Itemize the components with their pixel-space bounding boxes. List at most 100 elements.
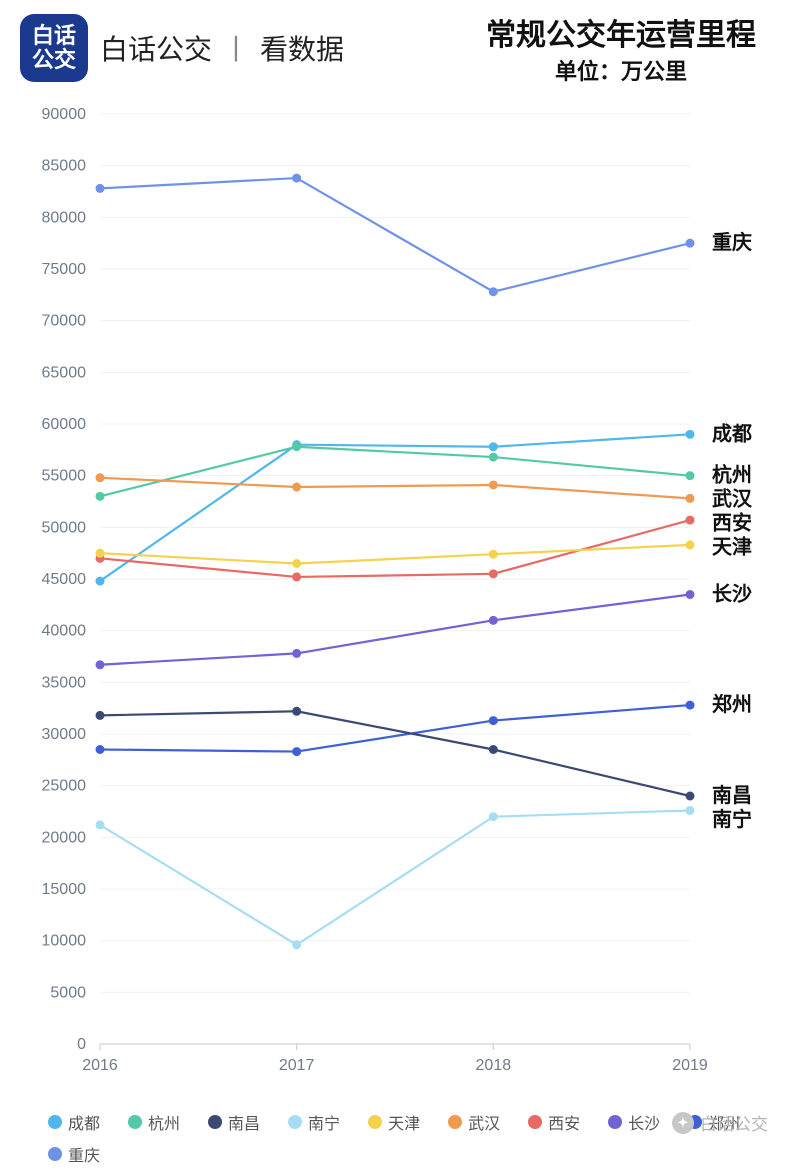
series-marker xyxy=(96,745,105,754)
series-marker xyxy=(686,471,695,480)
series-end-label: 南宁 xyxy=(712,807,752,831)
legend-item[interactable]: 杭州 xyxy=(128,1110,180,1134)
series-line xyxy=(100,705,690,752)
series-line xyxy=(100,810,690,944)
y-tick-label: 45000 xyxy=(42,571,87,588)
y-tick-label: 75000 xyxy=(42,261,87,278)
series-marker xyxy=(489,550,498,559)
series-end-label: 杭州 xyxy=(712,463,752,487)
series-marker xyxy=(96,660,105,669)
series-marker xyxy=(292,174,301,183)
legend-swatch xyxy=(528,1115,542,1129)
legend-item[interactable]: 长沙 xyxy=(608,1110,660,1134)
legend-item[interactable]: 南昌 xyxy=(208,1110,260,1134)
watermark-text: 白话公交 xyxy=(700,1110,768,1135)
series-marker xyxy=(489,569,498,578)
y-tick-label: 10000 xyxy=(42,933,87,950)
series-marker xyxy=(686,806,695,815)
series-end-label: 武汉 xyxy=(712,488,753,511)
legend-swatch xyxy=(288,1115,302,1129)
legend-swatch xyxy=(208,1115,222,1129)
series-marker xyxy=(489,812,498,821)
series-marker xyxy=(292,649,301,658)
series-line xyxy=(100,178,690,292)
line-chart: 0500010000150002000025000300003500040000… xyxy=(0,104,786,1104)
chart-area: 0500010000150002000025000300003500040000… xyxy=(0,104,786,1104)
legend-swatch xyxy=(48,1147,62,1161)
legend-item[interactable]: 南宁 xyxy=(288,1110,340,1134)
series-end-label: 长沙 xyxy=(712,583,752,606)
legend-item[interactable]: 西安 xyxy=(528,1110,580,1134)
x-tick-label: 2016 xyxy=(82,1057,118,1074)
wechat-icon: ✦ xyxy=(672,1112,694,1134)
series-marker xyxy=(292,747,301,756)
y-tick-label: 20000 xyxy=(42,829,87,846)
series-line xyxy=(100,447,690,497)
watermark: ✦ 白话公交 xyxy=(672,1110,768,1135)
legend-label: 重庆 xyxy=(68,1142,100,1166)
series-marker xyxy=(292,483,301,492)
series-line xyxy=(100,478,690,499)
series-marker xyxy=(96,577,105,586)
legend-swatch xyxy=(368,1115,382,1129)
series-marker xyxy=(292,940,301,949)
series-end-label: 成都 xyxy=(712,421,752,445)
brand-sep: 丨 xyxy=(222,28,250,68)
legend-label: 南宁 xyxy=(308,1110,340,1134)
legend-label: 西安 xyxy=(548,1110,580,1134)
y-tick-label: 55000 xyxy=(42,468,87,485)
series-marker xyxy=(489,453,498,462)
legend-swatch xyxy=(448,1115,462,1129)
brand-logo: 白话 公交 xyxy=(20,14,88,82)
series-line xyxy=(100,711,690,796)
series-marker xyxy=(292,572,301,581)
legend-swatch xyxy=(48,1115,62,1129)
series-marker xyxy=(489,480,498,489)
chart-title: 常规公交年运营里程 xyxy=(486,10,756,54)
legend-item[interactable]: 武汉 xyxy=(448,1110,500,1134)
legend-label: 成都 xyxy=(68,1110,100,1134)
legend-label: 天津 xyxy=(388,1110,420,1134)
series-marker xyxy=(96,492,105,501)
legend-item[interactable]: 天津 xyxy=(368,1110,420,1134)
legend: 成都杭州南昌南宁天津武汉西安长沙郑州重庆 xyxy=(0,1104,786,1176)
header: 白话 公交 白话公交 丨 看数据 常规公交年运营里程 单位：万公里 xyxy=(0,0,786,86)
y-tick-label: 90000 xyxy=(42,106,87,123)
series-end-label: 天津 xyxy=(712,536,752,559)
x-tick-label: 2018 xyxy=(476,1057,512,1074)
series-end-label: 重庆 xyxy=(712,230,752,254)
logo-line1: 白话 xyxy=(32,24,76,48)
series-marker xyxy=(96,549,105,558)
brand-left: 白话公交 xyxy=(100,28,212,68)
series-marker xyxy=(686,430,695,439)
brand-right: 看数据 xyxy=(260,28,344,68)
y-tick-label: 35000 xyxy=(42,674,87,691)
y-tick-label: 15000 xyxy=(42,881,87,898)
series-marker xyxy=(686,792,695,801)
series-marker xyxy=(489,442,498,451)
series-end-label: 南昌 xyxy=(712,784,752,807)
brand-text: 白话公交 丨 看数据 xyxy=(100,28,344,68)
title-block: 常规公交年运营里程 单位：万公里 xyxy=(486,10,766,86)
y-tick-label: 25000 xyxy=(42,778,87,795)
series-marker xyxy=(292,707,301,716)
legend-item[interactable]: 重庆 xyxy=(48,1142,100,1166)
series-marker xyxy=(489,745,498,754)
series-end-label: 西安 xyxy=(712,511,752,535)
y-tick-label: 50000 xyxy=(42,519,87,536)
series-marker xyxy=(96,184,105,193)
x-tick-label: 2017 xyxy=(279,1057,315,1074)
series-marker xyxy=(292,442,301,451)
x-tick-label: 2019 xyxy=(672,1057,708,1074)
y-tick-label: 65000 xyxy=(42,364,87,381)
y-tick-label: 60000 xyxy=(42,416,87,433)
series-marker xyxy=(686,516,695,525)
series-line xyxy=(100,545,690,564)
series-marker xyxy=(686,701,695,710)
y-tick-label: 80000 xyxy=(42,209,87,226)
legend-item[interactable]: 成都 xyxy=(48,1110,100,1134)
y-tick-label: 30000 xyxy=(42,726,87,743)
logo-line2: 公交 xyxy=(32,48,76,72)
series-marker xyxy=(96,473,105,482)
legend-label: 南昌 xyxy=(228,1110,260,1134)
